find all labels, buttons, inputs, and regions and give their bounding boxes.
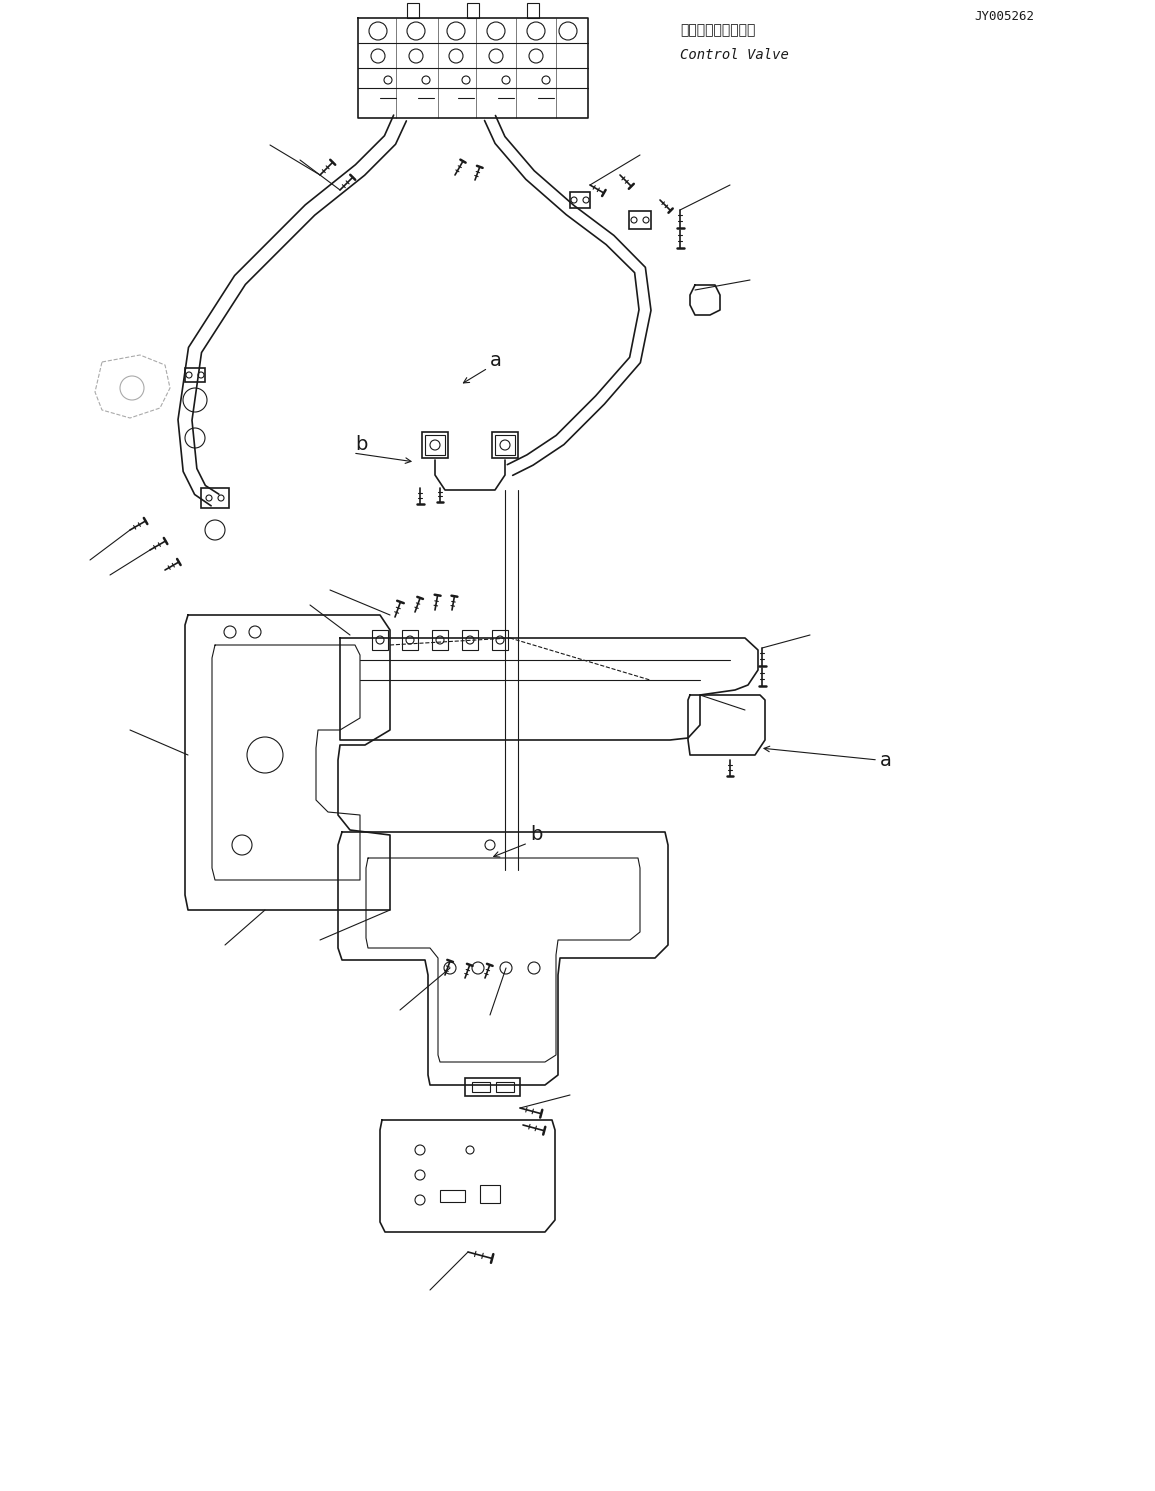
Bar [472,1082,490,1091]
Circle shape [185,428,204,447]
Circle shape [472,962,484,974]
Circle shape [206,495,213,501]
Circle shape [415,1194,425,1205]
Circle shape [204,520,225,540]
Text: a: a [490,350,502,370]
Bar [492,631,508,650]
Bar [372,631,388,650]
Text: Control Valve: Control Valve [680,48,789,63]
Circle shape [528,962,541,974]
Bar [492,432,517,458]
Circle shape [407,22,425,40]
Circle shape [489,49,502,63]
Circle shape [631,218,638,224]
Circle shape [444,962,456,974]
Bar [201,488,229,508]
Text: b: b [530,826,543,844]
Circle shape [449,49,463,63]
Bar [571,192,590,209]
Circle shape [368,22,387,40]
Circle shape [377,637,383,644]
Bar [440,1190,465,1202]
Circle shape [407,637,413,644]
Circle shape [247,737,283,772]
Text: a: a [880,750,892,769]
Text: b: b [355,435,367,455]
Bar [495,435,515,455]
Circle shape [500,962,512,974]
Circle shape [430,440,440,450]
Circle shape [422,76,430,83]
Circle shape [186,371,192,379]
Circle shape [409,49,423,63]
Circle shape [559,22,578,40]
Bar [527,3,539,18]
Bar [480,1185,500,1203]
Circle shape [198,371,204,379]
Circle shape [465,637,474,644]
Circle shape [485,839,495,850]
Circle shape [529,49,543,63]
Bar [495,1082,514,1091]
Bar [422,432,448,458]
Text: コントロールバルブ: コントロールバルブ [680,22,755,37]
Circle shape [465,1147,474,1154]
Circle shape [542,76,550,83]
Circle shape [218,495,224,501]
Circle shape [232,835,252,854]
Bar [407,3,419,18]
Bar [629,212,651,230]
Circle shape [583,197,589,203]
Text: JY005262: JY005262 [974,10,1034,24]
Bar [425,435,445,455]
Circle shape [643,218,649,224]
Circle shape [435,637,444,644]
Bar [432,631,448,650]
Bar [465,1078,520,1096]
Bar [185,368,204,382]
Circle shape [487,22,505,40]
Bar [402,631,418,650]
Circle shape [447,22,465,40]
Circle shape [383,76,392,83]
Circle shape [462,76,470,83]
Circle shape [249,626,261,638]
Circle shape [415,1145,425,1156]
Circle shape [224,626,236,638]
Circle shape [415,1170,425,1179]
Circle shape [371,49,385,63]
Bar [467,3,479,18]
Circle shape [182,388,207,412]
Circle shape [495,637,504,644]
Circle shape [527,22,545,40]
Circle shape [500,440,511,450]
Circle shape [571,197,578,203]
Bar [462,631,478,650]
Circle shape [502,76,511,83]
